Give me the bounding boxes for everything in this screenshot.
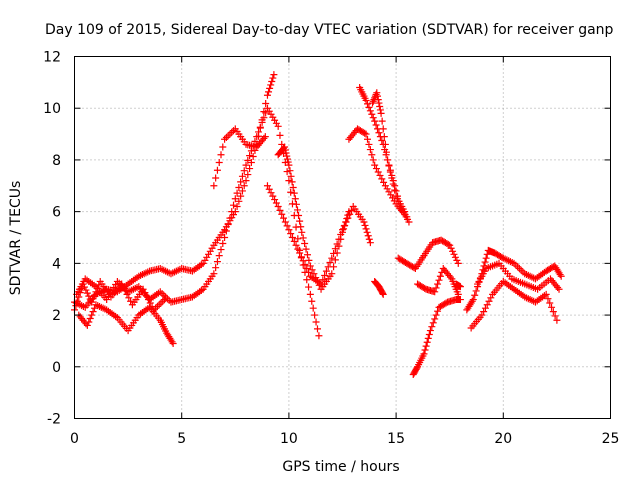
series-markers	[210, 125, 269, 190]
series-markers	[73, 104, 323, 340]
y-axis-title: SDTVAR / TECUs	[8, 181, 24, 296]
series-arc-b	[75, 301, 177, 348]
y-tick-label: 0	[52, 360, 61, 376]
series-markers	[71, 71, 278, 311]
series-arc-i	[356, 84, 413, 226]
y-tick-labels: -2 0 2 4 6 8 10 12	[43, 50, 61, 428]
series-arc-o	[452, 280, 464, 291]
series-arc-h	[345, 125, 411, 221]
series-markers	[369, 89, 409, 216]
series-arc-g	[263, 182, 374, 288]
x-tick-label: 5	[177, 431, 186, 447]
series-arc-n	[414, 265, 462, 298]
y-tick-label: 6	[52, 205, 61, 221]
series-arc-k	[371, 277, 387, 298]
series-markers	[452, 280, 464, 291]
ticks	[74, 56, 611, 419]
series-arc-j	[369, 89, 409, 216]
chart-title: Day 109 of 2015, Sidereal Day-to-day VTE…	[45, 22, 614, 38]
y-tick-label: 8	[52, 153, 61, 169]
series-markers	[356, 84, 413, 226]
y-tick-label: 10	[43, 101, 61, 117]
x-tick-label: 0	[70, 431, 79, 447]
series-markers	[409, 296, 464, 379]
series-markers	[345, 125, 411, 221]
data-points	[71, 71, 565, 379]
x-tick-label: 10	[280, 431, 298, 447]
y-tick-label: -2	[47, 412, 61, 428]
x-tick-labels: 0 5 10 15 20 25	[70, 431, 619, 447]
series-arc-e	[210, 125, 269, 190]
series-markers	[263, 182, 374, 288]
series-markers	[474, 259, 563, 293]
x-tick-label: 20	[494, 431, 512, 447]
series-arc-q	[467, 277, 561, 332]
series-arc-m	[394, 236, 462, 273]
series-markers	[414, 265, 462, 298]
y-tick-label: 4	[52, 256, 61, 272]
grid	[74, 56, 611, 419]
series-arc-a	[71, 71, 278, 311]
series-arc-c	[73, 104, 323, 340]
series-markers	[394, 236, 462, 273]
x-axis-title: GPS time / hours	[282, 459, 399, 475]
x-tick-label: 15	[387, 431, 405, 447]
series-arc-p	[463, 246, 565, 314]
x-tick-label: 25	[602, 431, 620, 447]
series-markers	[463, 246, 565, 314]
series-markers	[467, 277, 561, 332]
y-tick-label: 12	[43, 50, 61, 66]
series-arc-l	[409, 296, 464, 379]
plot-frame	[74, 56, 611, 419]
series-markers	[371, 277, 387, 298]
y-tick-label: 2	[52, 308, 61, 324]
series-markers	[75, 301, 177, 348]
series-arc-r	[474, 259, 563, 293]
